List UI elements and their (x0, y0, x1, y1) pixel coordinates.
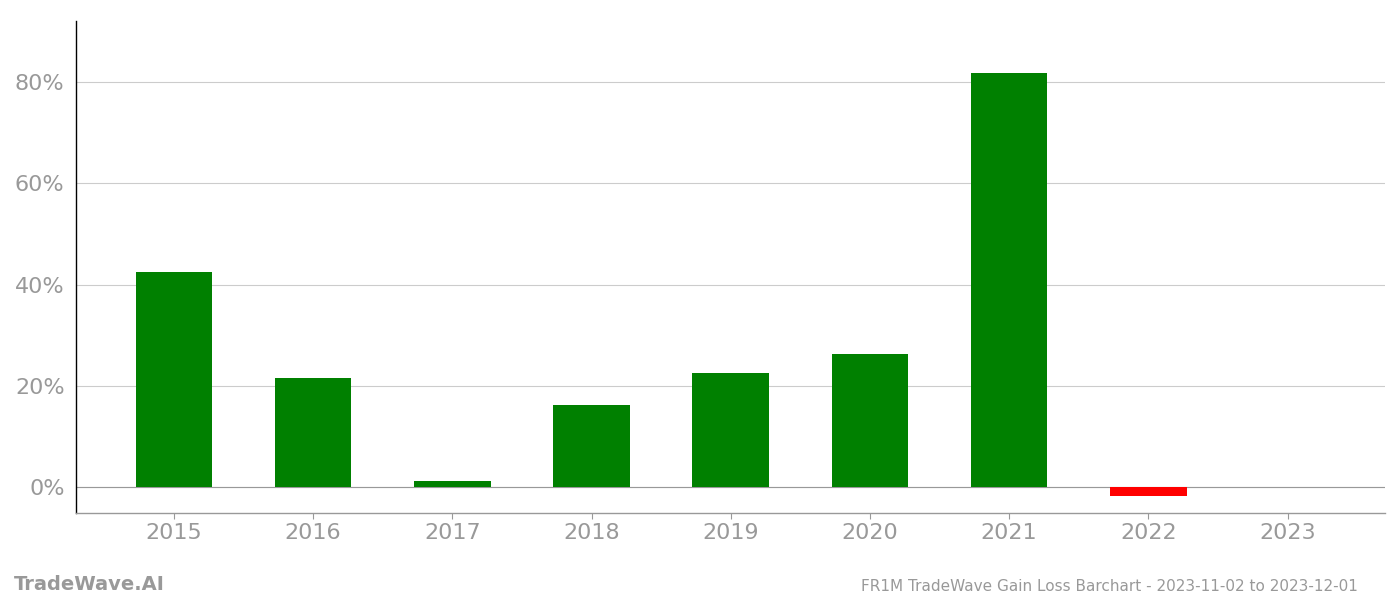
Bar (693, 373, 769, 487)
Bar (970, 73, 1047, 487)
Bar (553, 404, 630, 487)
Bar (136, 272, 213, 487)
Bar (1110, 487, 1187, 496)
Text: FR1M TradeWave Gain Loss Barchart - 2023-11-02 to 2023-12-01: FR1M TradeWave Gain Loss Barchart - 2023… (861, 579, 1358, 594)
Bar (274, 378, 351, 487)
Bar (832, 355, 909, 487)
Bar (414, 481, 490, 487)
Text: TradeWave.AI: TradeWave.AI (14, 575, 165, 594)
